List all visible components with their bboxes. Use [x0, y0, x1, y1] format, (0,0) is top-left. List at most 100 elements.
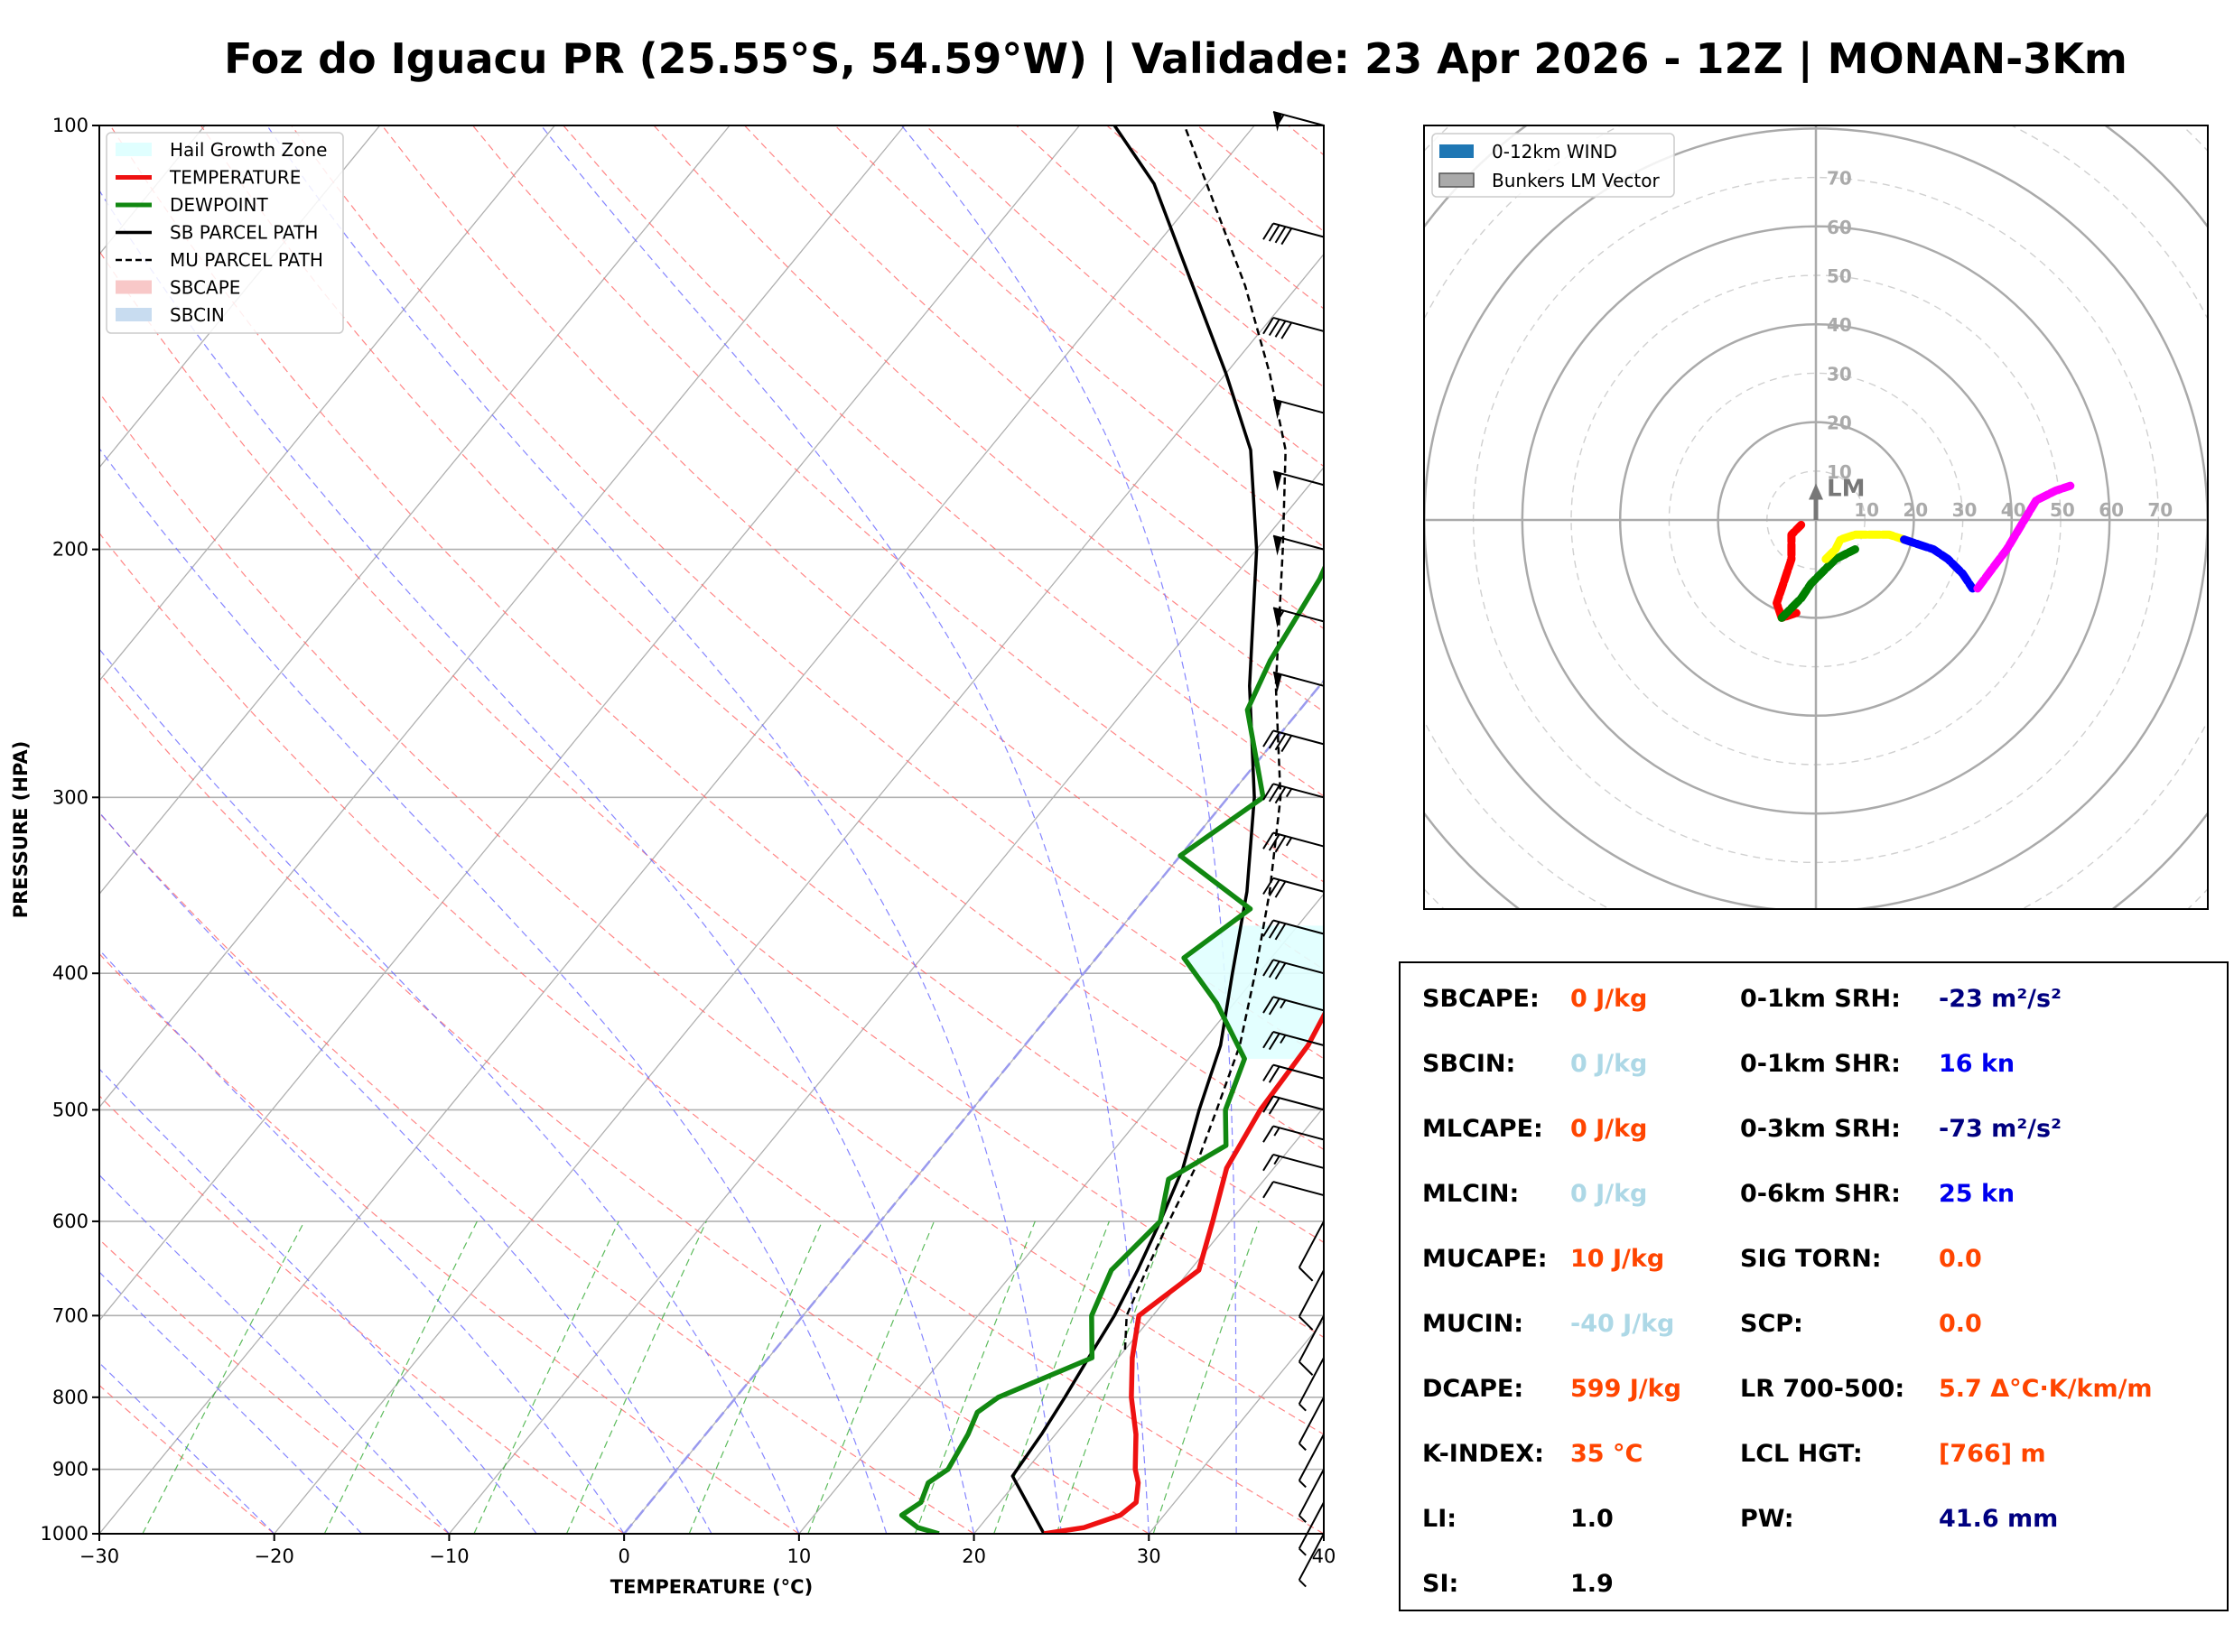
wind-barb	[1298, 1501, 1325, 1556]
barb-flag	[1273, 399, 1282, 420]
y-tick-label: 100	[52, 115, 88, 136]
wind-barb	[1298, 1397, 1325, 1452]
barb-half	[1278, 114, 1285, 124]
dry-adiabat	[563, 125, 1324, 797]
hodo-legend-label: 0-12km WIND	[1492, 141, 1617, 162]
barb-staff	[1272, 470, 1325, 487]
y-tick-label: 400	[52, 962, 88, 984]
barb-full	[1262, 996, 1274, 1014]
y-tick-label: 600	[52, 1211, 88, 1232]
y-tick-label: 900	[52, 1459, 88, 1480]
barb-staff	[1272, 729, 1325, 746]
param-value: 0 J/kg	[1570, 1050, 1648, 1078]
wind-barb	[1262, 316, 1325, 339]
isotherm-line	[798, 893, 1324, 1534]
isotherm-line	[99, 125, 1255, 1534]
barb-full	[1268, 1097, 1280, 1115]
hodo-ring-label: 70	[2147, 499, 2173, 521]
param-value: 41.6 mm	[1939, 1505, 2059, 1533]
dry-adiabat	[99, 1384, 275, 1534]
y-axis-label: PRESSURE (HPA)	[10, 741, 32, 919]
barb-flag	[1273, 535, 1282, 556]
moist-adiabat	[99, 1361, 275, 1534]
hail-growth-zone	[1184, 925, 1324, 1059]
hodo-ring	[1424, 125, 2208, 909]
param-value: 1.0	[1570, 1505, 1614, 1533]
wind-barb	[1298, 1220, 1325, 1282]
barb-full	[1262, 832, 1274, 849]
dry-adiabat	[291, 125, 1324, 1060]
barb-full	[1268, 961, 1280, 979]
mixing-ratio-line	[914, 1220, 1036, 1534]
barb-full	[1268, 833, 1280, 851]
isotherm-line	[99, 125, 906, 1109]
barb-staff	[1272, 222, 1325, 238]
barb-full	[1262, 959, 1274, 977]
param-value: 0.0	[1939, 1245, 1982, 1273]
barb-full	[1262, 1031, 1274, 1049]
barb-staff	[1272, 877, 1325, 893]
dry-adiabat	[99, 392, 1324, 1435]
barb-staff	[1298, 1397, 1325, 1444]
hodo-ring-label: 40	[1827, 314, 1852, 336]
barb-full	[1262, 317, 1274, 335]
wind-barb	[1272, 607, 1325, 628]
barb-staff	[1272, 607, 1325, 623]
param-value: 16 kn	[1939, 1050, 2015, 1078]
hodo-segment	[1973, 481, 2075, 593]
wind-barb	[1298, 1269, 1325, 1331]
hodo-ring-label: 10	[1854, 499, 1879, 521]
dry-adiabat	[99, 672, 1150, 1534]
isotherm-line	[973, 1106, 1324, 1534]
hodo-ring-label: 50	[1827, 265, 1852, 287]
barb-full	[1262, 783, 1274, 801]
barb-full	[1262, 1095, 1274, 1113]
moist-adiabat	[540, 125, 1150, 1534]
hodo-ring-label: 30	[1827, 363, 1852, 385]
hodo-ring-label: 10	[1827, 461, 1852, 483]
param-value: 0 J/kg	[1570, 1115, 1648, 1143]
wind-barb	[1262, 877, 1325, 898]
barb-half	[1299, 1403, 1307, 1412]
hodo-ring-label: 60	[2099, 499, 2124, 521]
wind-barb	[1262, 1153, 1325, 1172]
wind-barb	[1298, 1314, 1325, 1376]
isotherm-line	[99, 125, 731, 896]
param-label: MUCIN:	[1422, 1310, 1524, 1338]
dry-adiabat	[200, 125, 1324, 1151]
lm-arrowhead	[1809, 483, 1823, 500]
isotherm-line	[274, 253, 1324, 1534]
barb-half	[1299, 1547, 1307, 1556]
hodograph-frame	[1423, 125, 2209, 910]
hodo-ring-label: 20	[1903, 499, 1928, 521]
param-label: MLCIN:	[1422, 1180, 1520, 1208]
param-label: K-INDEX:	[1422, 1440, 1544, 1468]
wind-barb	[1262, 729, 1325, 753]
y-tick-label: 1000	[41, 1523, 88, 1545]
mixing-ratio-line	[807, 1220, 935, 1534]
moist-adiabat	[99, 648, 800, 1534]
hodo-ring-label: 60	[1827, 217, 1852, 238]
legend-label: Hail Growth Zone	[170, 139, 327, 161]
barb-full	[1268, 1065, 1280, 1083]
barb-half	[1299, 1443, 1307, 1452]
barb-full	[1299, 1360, 1314, 1376]
barb-staff	[1272, 1181, 1325, 1197]
barb-full	[1268, 1033, 1280, 1051]
x-tick-label: 30	[1137, 1545, 1161, 1567]
param-label: LI:	[1422, 1505, 1457, 1533]
barb-staff	[1298, 1357, 1325, 1405]
barb-full	[1274, 786, 1287, 804]
y-tick-label: 200	[52, 539, 88, 561]
barb-flag	[1273, 608, 1282, 628]
dry-adiabat	[99, 812, 974, 1534]
barb-staff	[1272, 398, 1325, 414]
barb-full	[1280, 227, 1293, 246]
barb-half	[1273, 1155, 1280, 1165]
wind-barb	[1298, 1357, 1325, 1412]
barb-full	[1274, 835, 1287, 853]
mixing-ratio-line	[688, 1220, 824, 1534]
wind-barb	[1262, 1125, 1325, 1143]
mixing-ratio-line	[1152, 1220, 1260, 1534]
barb-flag	[1273, 672, 1282, 692]
